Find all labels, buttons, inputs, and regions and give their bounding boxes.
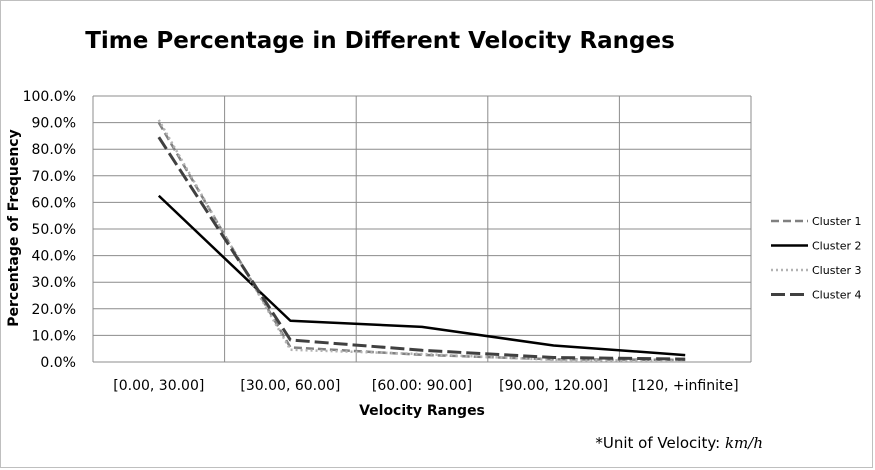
legend-label-cluster-2: Cluster 2 [812, 240, 862, 253]
legend-label-cluster-1: Cluster 1 [812, 215, 862, 228]
footnote-unit: km/h [724, 434, 763, 452]
y-tick-label: 100.0% [23, 89, 76, 105]
series-line-cluster-4 [157, 136, 686, 361]
y-tick-label: 20.0% [32, 302, 76, 318]
series-line-cluster-3 [157, 119, 686, 363]
x-axis-label: Velocity Ranges [359, 403, 485, 419]
y-tick-label: 80.0% [32, 142, 76, 158]
series-line-cluster-1 [157, 121, 686, 362]
series-line-cluster-2 [157, 194, 686, 357]
y-tick-label: 50.0% [32, 222, 76, 238]
y-tick-label: 30.0% [32, 275, 76, 291]
y-tick-label: 40.0% [32, 249, 76, 265]
x-tick-label: [90.00, 120.00] [499, 378, 608, 394]
x-tick-label: [60.00: 90.00] [372, 378, 472, 394]
x-tick-label: [0.00, 30.00] [113, 378, 204, 394]
y-tick-label: 0.0% [40, 355, 76, 371]
legend-label-cluster-3: Cluster 3 [812, 264, 862, 277]
x-tick-label: [30.00, 60.00] [240, 378, 340, 394]
x-tick-label: [120, +infinite] [632, 378, 739, 394]
y-tick-label: 60.0% [32, 195, 76, 211]
velocity-unit-footnote: *Unit of Velocity: km/h [595, 434, 763, 452]
footnote-text: *Unit of Velocity: [595, 434, 725, 452]
y-tick-label: 10.0% [32, 328, 76, 344]
y-axis-label: Percentage of Frequency [6, 129, 22, 327]
y-tick-label: 70.0% [32, 169, 76, 185]
legend-label-cluster-4: Cluster 4 [812, 289, 862, 302]
y-tick-label: 90.0% [32, 116, 76, 132]
chart-title: Time Percentage in Different Velocity Ra… [85, 28, 675, 54]
